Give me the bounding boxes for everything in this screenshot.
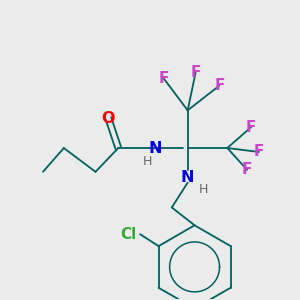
Text: F: F xyxy=(254,145,264,160)
Text: F: F xyxy=(190,65,201,80)
Text: Cl: Cl xyxy=(120,227,136,242)
Text: N: N xyxy=(181,170,194,185)
Text: N: N xyxy=(148,140,162,155)
Text: F: F xyxy=(246,120,256,135)
Text: F: F xyxy=(242,162,252,177)
Text: F: F xyxy=(159,71,169,86)
Text: O: O xyxy=(102,111,115,126)
Text: F: F xyxy=(214,78,224,93)
Text: H: H xyxy=(142,155,152,168)
Text: H: H xyxy=(199,183,208,196)
